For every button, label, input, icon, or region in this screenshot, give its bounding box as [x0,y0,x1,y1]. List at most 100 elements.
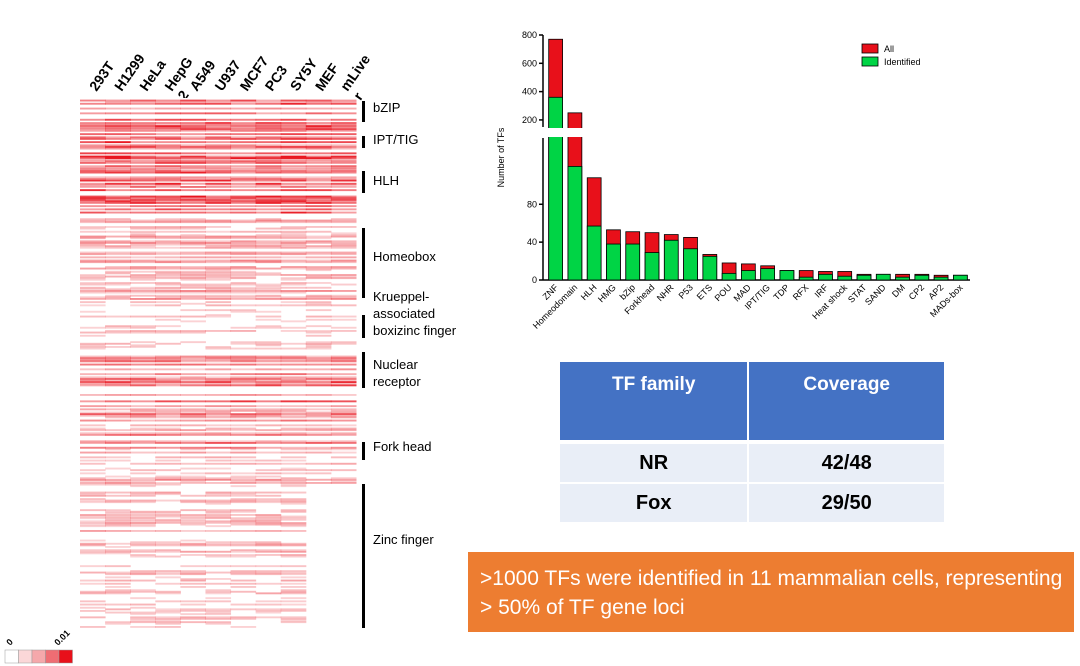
heatmap-cell [255,440,282,443]
heatmap-cell [255,360,282,363]
heatmap-cell [255,478,282,481]
heatmap-cell [305,198,332,201]
heatmap-cell [80,182,106,185]
heatmap-cell [105,266,131,268]
heatmap-cell [155,576,181,579]
heatmap-cell [205,611,232,614]
heatmap-cell [255,378,282,380]
heatmap-cell [130,363,156,366]
heatmap-cell [155,522,181,524]
heatmap-cell [155,573,181,576]
heatmap-cell [130,208,156,211]
heatmap-cell [105,178,131,180]
heatmap-cell [305,171,332,174]
heatmap-cell [230,208,257,211]
heatmap-cell [80,482,106,484]
heatmap-cell [230,355,257,358]
heatmap-cell [230,608,257,611]
heatmap-cell [305,301,332,304]
bar-identified [856,274,872,281]
heatmap-cell [330,384,357,387]
heatmap-cell [130,184,156,187]
heatmap-cell [205,266,232,268]
heatmap-cell [230,494,257,497]
heatmap-cell [230,427,257,430]
heatmap-cell [155,290,181,292]
heatmap-cell [205,202,232,204]
heatmap-cell [280,550,307,553]
heatmap-cell [230,482,257,484]
heatmap-cell [280,242,307,244]
heatmap-cell [255,197,282,200]
heatmap-cell [280,166,307,169]
heatmap-cell [305,102,332,105]
heatmap-cell [280,130,307,132]
heatmap-cell [205,146,232,148]
heatmap-cell [230,272,257,275]
heatmap-cell [130,138,156,140]
heatmap-cell [205,166,232,169]
heatmap-cell [105,376,131,379]
heatmap-cell [130,579,156,582]
heatmap-cell [155,590,181,593]
heatmap-cell [130,573,156,576]
heatmap-cell [80,202,106,204]
heatmap-cell [155,410,181,412]
heatmap-cell [80,456,106,459]
heatmap-cell [280,400,307,403]
heatmap-cell [80,168,106,171]
heatmap-cell [155,325,181,328]
heatmap-cell [280,208,307,211]
heatmap-cell [330,410,357,412]
heatmap-cell [105,542,131,545]
heatmap-cell [230,565,257,568]
cell-family: NR [560,442,750,484]
heatmap-cell [280,136,307,139]
heatmap-cell [330,133,357,136]
heatmap-cell [205,246,232,249]
heatmap-cell [305,101,332,104]
heatmap-cell [155,520,181,523]
heatmap-cell [155,549,181,552]
heatmap-cell [255,202,282,204]
heatmap-cell [105,261,131,264]
heatmap-cell [130,245,156,248]
heatmap-cell [280,491,307,494]
heatmap-column-label: U937 [211,57,243,94]
heatmap-cell [230,286,257,289]
heatmap-cell [330,261,357,264]
heatmap-cell [280,616,307,619]
heatmap-cell [80,446,106,449]
heatmap-cell [205,126,232,129]
heatmap-cell [305,189,332,192]
heatmap-cell [255,400,282,403]
heatmap-cell [330,446,357,449]
heatmap-cell [205,512,232,515]
heatmap-cell [330,141,357,144]
scale-swatch [4,649,19,664]
heatmap-cell [230,555,257,558]
heatmap-cell [80,525,106,528]
heatmap-cell [130,555,156,558]
heatmap-cell [130,491,156,494]
heatmap-cell [130,570,156,572]
scale-swatch [58,649,73,664]
heatmap-cell [80,246,106,249]
heatmap-cell [255,472,282,475]
heatmap-cell [230,296,257,299]
heatmap-cell [280,414,307,417]
heatmap-cell [330,326,357,329]
heatmap-cell [80,565,106,568]
heatmap-cell [130,166,156,169]
heatmap-cell [105,126,131,129]
heatmap-cell [155,168,181,171]
heatmap-cell [130,554,156,556]
heatmap-cell [205,243,232,246]
heatmap-cell [180,270,206,273]
heatmap-cell [80,462,106,465]
heatmap-cell [130,242,156,244]
heatmap-cell [180,363,206,366]
heatmap-cell [155,205,181,208]
heatmap-cell [80,261,106,264]
heatmap-cell [205,413,232,416]
